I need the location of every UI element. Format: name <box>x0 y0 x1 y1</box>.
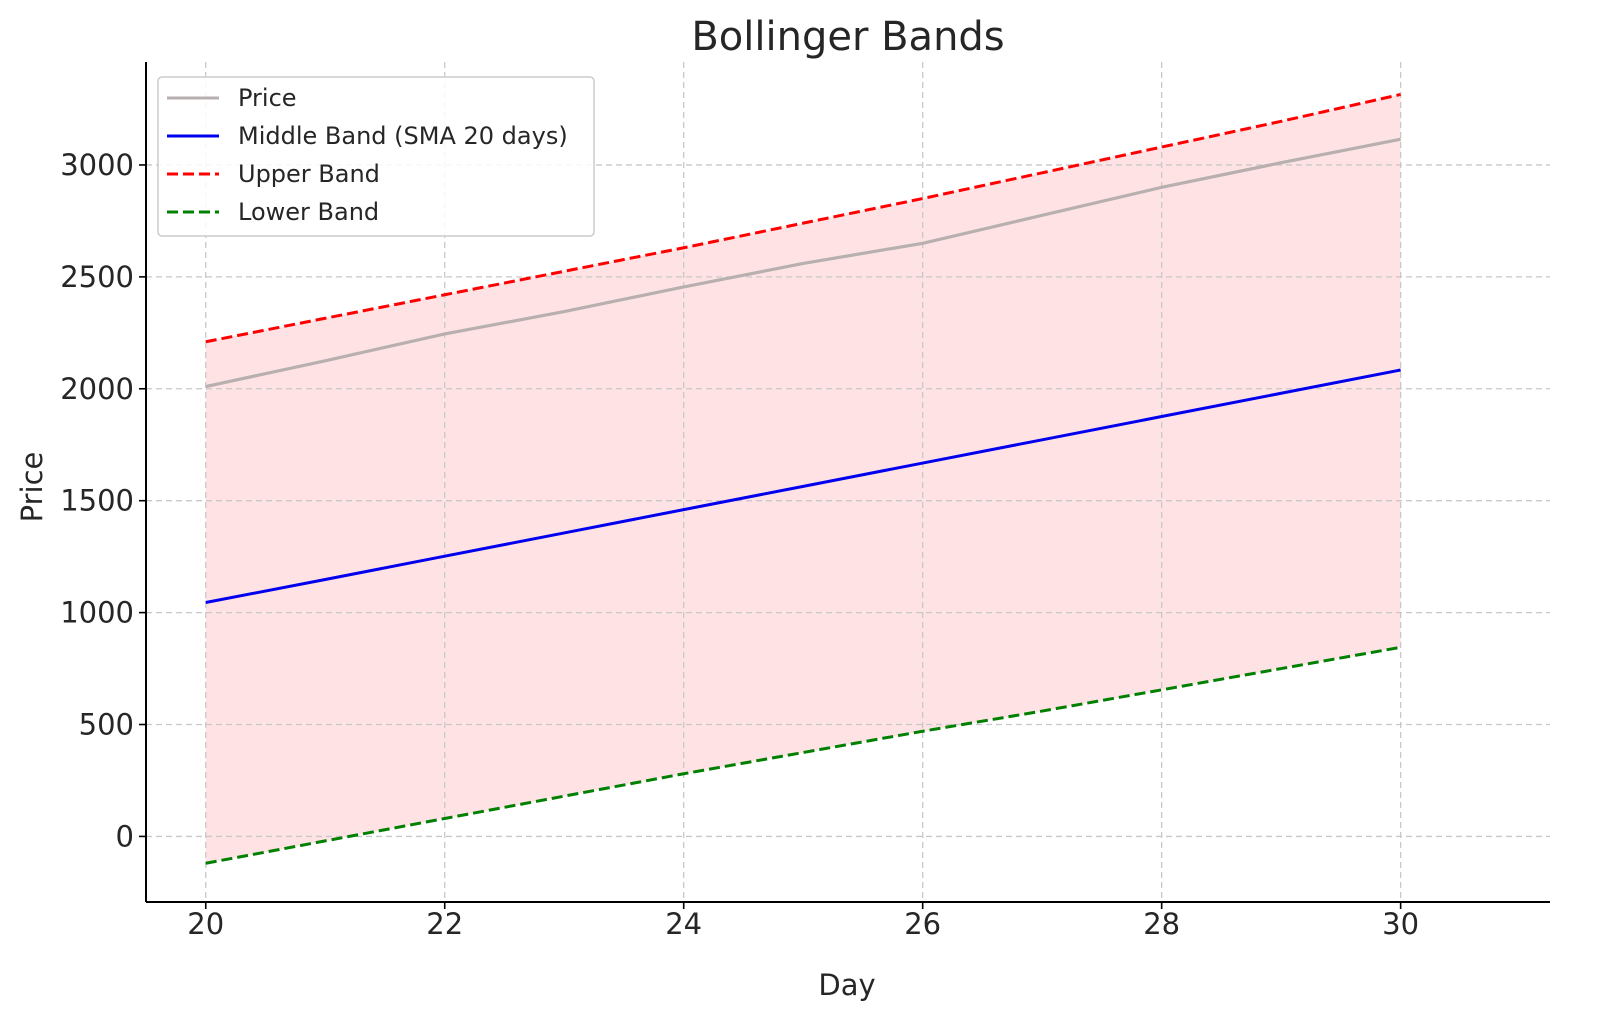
series-line-lower-band <box>205 645 1401 865</box>
x-tick-label: 22 <box>426 907 463 941</box>
x-tick-label: 30 <box>1382 907 1419 941</box>
band-fill-area <box>205 94 1401 864</box>
legend-label: Lower Band <box>238 198 379 226</box>
x-tick-label: 28 <box>1143 907 1180 941</box>
band-fill-layer <box>205 94 1401 864</box>
legend: Price Middle Band (SMA 20 days) Upper Band… <box>157 76 595 237</box>
chart-title: Bollinger Bands <box>691 14 1004 60</box>
legend-entry: Middle Band (SMA 20 days) <box>167 122 568 150</box>
legend-entry: Price <box>167 84 297 112</box>
x-tick-label: 20 <box>187 907 224 941</box>
y-tick-label: 0 <box>116 819 134 853</box>
x-tick-label: 26 <box>904 907 941 941</box>
legend-frame <box>157 76 595 237</box>
axes-layer <box>145 62 1550 903</box>
x-axis-label: Day <box>818 968 875 1002</box>
y-tick-label: 3000 <box>60 148 134 182</box>
legend-entry: Lower Band <box>167 198 379 226</box>
legend-label: Upper Band <box>238 160 380 188</box>
y-tick-label: 2000 <box>60 372 134 406</box>
y-tick-label: 1500 <box>60 484 134 518</box>
x-tick-label: 24 <box>665 907 702 941</box>
legend-label: Price <box>238 84 297 112</box>
series-layer <box>205 92 1401 865</box>
ticks-layer: 20 22 24 26 28 30 0 500 1000 1500 2000 2500 3000 <box>60 148 1419 941</box>
y-tick-label: 2500 <box>60 260 134 294</box>
y-axis-label: Price <box>15 452 49 523</box>
y-tick-label: 500 <box>79 708 134 742</box>
legend-entry: Upper Band <box>167 160 380 188</box>
legend-label: Middle Band (SMA 20 days) <box>238 122 568 150</box>
series-line-upper-band <box>205 92 1401 344</box>
series-line-middle-band-sma-20-days <box>205 368 1401 605</box>
y-tick-label: 1000 <box>60 596 134 630</box>
series-line-price <box>205 137 1401 389</box>
